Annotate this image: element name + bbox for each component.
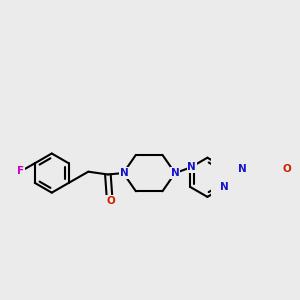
Text: N: N xyxy=(188,163,196,172)
Text: N: N xyxy=(220,182,229,192)
Text: N: N xyxy=(238,164,247,174)
Text: F: F xyxy=(17,166,24,176)
Text: N: N xyxy=(120,168,129,178)
Text: O: O xyxy=(106,196,115,206)
Text: O: O xyxy=(283,164,292,174)
Text: N: N xyxy=(171,168,179,178)
